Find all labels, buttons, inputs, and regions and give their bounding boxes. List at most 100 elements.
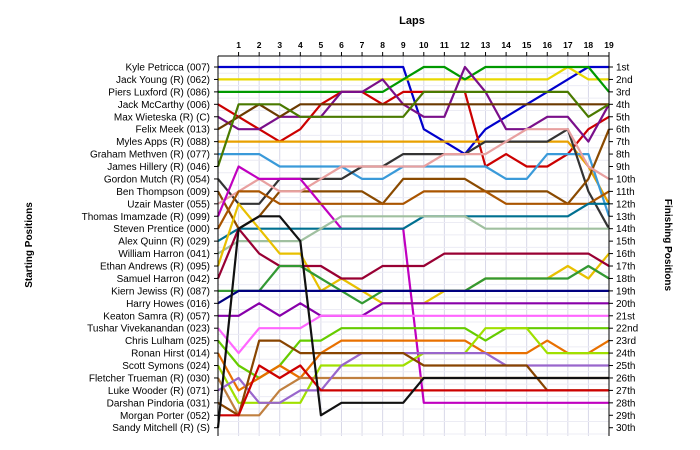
- series-line-start-22: [217, 314, 609, 355]
- series-line-start-2: [218, 65, 609, 81]
- finishing-position-label: 12th: [616, 199, 635, 210]
- starting-driver-label: Tushar Vivekanandan (023): [87, 324, 210, 335]
- lap-label-18: 18: [584, 40, 594, 50]
- starting-driver-label: Harry Howes (016): [126, 299, 210, 310]
- series-line-start-28: [217, 339, 609, 417]
- series-lines: [216, 65, 611, 428]
- lap-label-4: 4: [298, 40, 303, 50]
- starting-driver-label: Morgan Porter (052): [120, 411, 210, 422]
- lap-label-2: 2: [257, 40, 262, 50]
- finishing-position-label: 9th: [616, 162, 630, 173]
- finishing-position-label: 14th: [616, 224, 635, 235]
- starting-driver-label: Max Wieteska (R) (C): [114, 112, 210, 123]
- starting-driver-label: Kyle Petricca (007): [126, 63, 210, 74]
- lap-label-17: 17: [563, 40, 573, 50]
- lap-label-7: 7: [360, 40, 365, 50]
- starting-driver-label: Uzair Master (055): [127, 199, 210, 210]
- chart-title: Laps: [399, 15, 425, 27]
- finishing-position-label: 15th: [616, 237, 635, 248]
- finishing-position-label: 2nd: [616, 75, 633, 86]
- starting-driver-label: Luke Wooder (R) (071): [108, 386, 210, 397]
- starting-driver-label: Thomas Imamzade (R) (099): [82, 212, 210, 223]
- starting-driver-label: Keaton Samra (R) (057): [103, 311, 210, 322]
- finishing-position-label: 18th: [616, 274, 635, 285]
- starting-driver-label: Jack Young (R) (062): [116, 75, 210, 86]
- series-line-start-1: [218, 65, 609, 156]
- finishing-position-label: 21st: [616, 311, 635, 322]
- finishing-position-label: 5th: [616, 112, 630, 123]
- finishing-position-label: 6th: [616, 125, 630, 136]
- starting-driver-label: Fletcher Trueman (R) (030): [89, 373, 210, 384]
- starting-driver-label: Graham Methven (R) (077): [90, 150, 210, 161]
- starting-driver-label: Kiern Jewiss (R) (087): [111, 286, 210, 297]
- y-axis-label-left: Starting Positions: [24, 202, 35, 288]
- series-line-start-24: [217, 339, 610, 392]
- finishing-position-label: 22nd: [616, 324, 638, 335]
- starting-driver-label: Ethan Andrews (R) (095): [100, 262, 210, 273]
- starting-driver-label: Felix Meek (013): [136, 125, 210, 136]
- finishing-position-label: 3rd: [616, 87, 630, 98]
- series-line-start-12: [217, 128, 610, 205]
- starting-grid-labels: Kyle Petricca (007)Jack Young (R) (062)P…: [82, 63, 210, 435]
- lap-label-15: 15: [522, 40, 532, 50]
- y-axis-label-right: Finishing Positions: [662, 199, 673, 292]
- finishing-position-label: 10th: [616, 174, 635, 185]
- starting-driver-label: Gordon Mutch (R) (054): [104, 174, 210, 185]
- series-line-start-15: [217, 202, 609, 243]
- starting-driver-label: James Hillery (R) (046): [107, 162, 210, 173]
- starting-driver-label: Myles Apps (R) (088): [116, 137, 210, 148]
- lap-label-11: 11: [440, 40, 449, 50]
- series-line-start-27: [217, 352, 609, 404]
- finishing-position-label: 28th: [616, 398, 635, 409]
- series-line-start-14: [217, 190, 610, 230]
- finishing-position-label: 4th: [616, 100, 630, 111]
- starting-driver-label: Ronan Hirst (014): [131, 349, 210, 360]
- finishing-position-label: 23rd: [616, 336, 636, 347]
- finishing-position-label: 8th: [616, 150, 630, 161]
- series-line-start-21: [218, 302, 609, 317]
- series-line-start-16: [217, 215, 609, 255]
- starting-driver-label: Darshan Pindoria (031): [107, 398, 210, 409]
- starting-driver-label: Jack McCarthy (006): [118, 100, 210, 111]
- lap-label-16: 16: [543, 40, 553, 50]
- finishing-position-label: 27th: [616, 386, 635, 397]
- starting-driver-label: Chris Lulham (025): [125, 336, 210, 347]
- finishing-position-label: 25th: [616, 361, 635, 372]
- starting-driver-label: Sandy Mitchell (R) (S): [112, 423, 210, 434]
- lap-label-3: 3: [277, 40, 282, 50]
- axes: [214, 52, 613, 436]
- finishing-position-label: 17th: [616, 262, 635, 273]
- lap-label-8: 8: [380, 40, 385, 50]
- finishing-position-label: 30th: [616, 423, 635, 434]
- finishing-position-label: 24th: [616, 349, 635, 360]
- starting-driver-label: Piers Luxford (R) (086): [108, 87, 210, 98]
- starting-driver-label: Steven Prentice (000): [113, 224, 210, 235]
- series-line-start-9: [216, 90, 610, 167]
- lap-label-9: 9: [401, 40, 406, 50]
- lap-label-14: 14: [501, 40, 511, 50]
- finishing-position-label: 26th: [616, 373, 635, 384]
- lap-labels: 1 2 3 4 5 6 7 8 9 10 11 12 13 14 15 16 17 18 19: [236, 40, 614, 50]
- lap-label-10: 10: [419, 40, 429, 50]
- series-line-start-23: [217, 327, 609, 380]
- starting-driver-label: Scott Symons (024): [122, 361, 210, 372]
- finishing-position-label: 13th: [616, 212, 635, 223]
- series-line-start-30: [216, 215, 609, 428]
- finishing-position-label: 1st: [616, 63, 630, 74]
- finishing-position-label: 7th: [616, 137, 630, 148]
- lap-label-6: 6: [339, 40, 344, 50]
- series-line-start-4: [217, 90, 610, 168]
- finishing-position-label: 29th: [616, 411, 635, 422]
- starting-driver-label: William Harron (041): [118, 249, 210, 260]
- lap-label-1: 1: [236, 40, 241, 50]
- finishing-position-label: 19th: [616, 286, 635, 297]
- starting-driver-label: Alex Quinn (R) (029): [118, 237, 210, 248]
- series-line-start-5: [217, 65, 610, 143]
- lap-label-5: 5: [319, 40, 324, 50]
- starting-driver-label: Ben Thompson (009): [116, 187, 210, 198]
- finishing-position-label: 11th: [616, 187, 635, 198]
- series-line-start-20: [217, 289, 609, 305]
